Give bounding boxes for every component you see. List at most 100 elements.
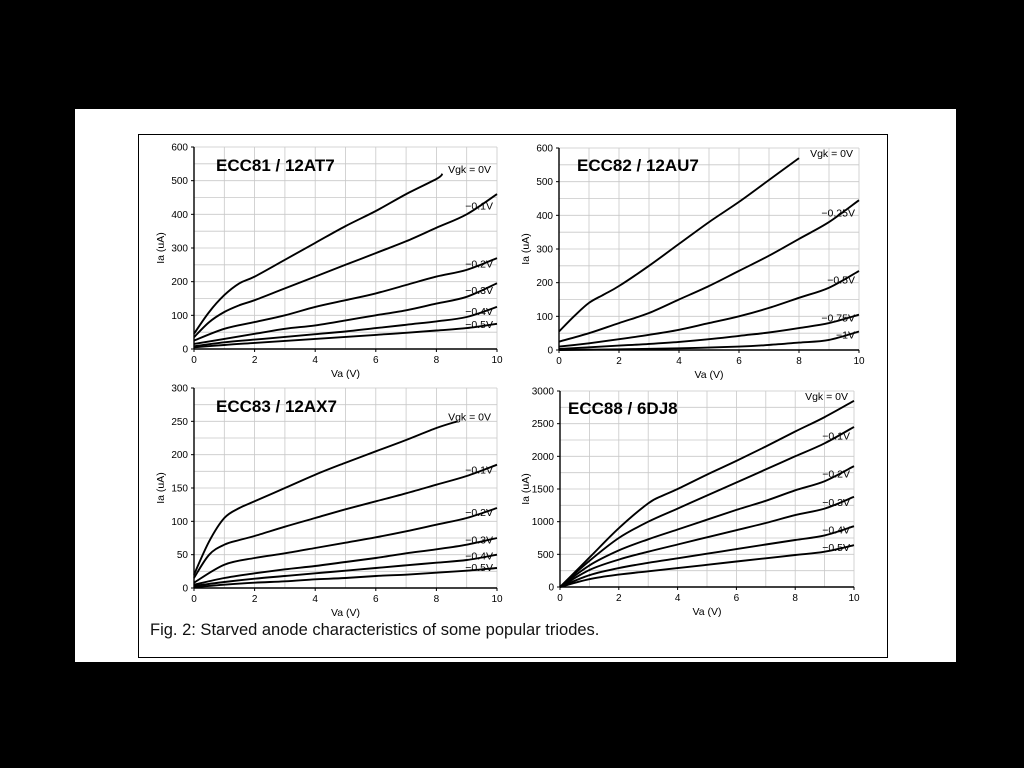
curve-0-3v <box>193 537 498 586</box>
curve-0-25v <box>558 199 860 343</box>
curve-0-5v <box>193 322 498 349</box>
curve-label: −0.5V <box>827 275 855 287</box>
y-tick-label: 200 <box>536 278 553 289</box>
x-tick-label: 4 <box>312 594 318 605</box>
x-tick-label: 10 <box>853 356 865 367</box>
y-axis-label: Ia (uA) <box>155 232 167 264</box>
y-tick-label: 500 <box>536 177 553 188</box>
y-tick-label: 3000 <box>532 387 555 398</box>
curve-label: Vgk = 0V <box>448 411 491 423</box>
curve-vgk-0v <box>193 173 444 335</box>
x-tick-label: 0 <box>556 356 562 367</box>
x-axis-label: Va (V) <box>693 606 722 618</box>
y-tick-label: 0 <box>182 584 188 595</box>
curve-label: −0.5V <box>465 319 493 331</box>
x-tick-label: 2 <box>616 356 622 367</box>
y-tick-label: 0 <box>182 345 188 356</box>
curve-label: −0.2V <box>822 469 850 481</box>
figure-caption: Fig. 2: Starved anode characteristics of… <box>150 621 600 639</box>
x-tick-label: 10 <box>848 593 860 604</box>
curve-0-4v <box>193 305 498 348</box>
y-tick-label: 50 <box>177 550 189 561</box>
curve-label: Vgk = 0V <box>810 148 853 160</box>
x-tick-label: 6 <box>373 594 379 605</box>
y-axis-label: Ia (uA) <box>520 473 532 505</box>
x-axis-label: Va (V) <box>695 369 724 381</box>
curve-0-5v <box>558 270 860 348</box>
y-tick-label: 500 <box>171 176 188 187</box>
x-axis-label: Va (V) <box>331 607 360 619</box>
curve-0-5v <box>193 567 498 589</box>
curve-0-2v <box>559 465 855 588</box>
y-tick-label: 250 <box>171 417 188 428</box>
curve-label: −0.75V <box>821 313 855 325</box>
curve-label: −0.2V <box>465 507 493 519</box>
x-tick-label: 4 <box>675 593 681 604</box>
y-tick-label: 1500 <box>532 485 555 496</box>
curve-vgk-0v <box>193 420 458 576</box>
y-tick-label: 200 <box>171 277 188 288</box>
x-tick-label: 8 <box>792 593 798 604</box>
x-tick-label: 4 <box>312 355 318 366</box>
curve-0-3v <box>559 495 855 588</box>
curve-label: Vgk = 0V <box>805 391 848 403</box>
chart-title: ECC81 / 12AT7 <box>216 156 335 175</box>
x-tick-label: 2 <box>616 593 622 604</box>
x-tick-label: 8 <box>434 355 440 366</box>
y-tick-label: 400 <box>536 211 553 222</box>
y-tick-label: 0 <box>548 583 554 594</box>
x-tick-label: 8 <box>796 356 802 367</box>
curve-label: −0.4V <box>465 550 493 562</box>
curve-0-2v <box>193 507 498 584</box>
curve-0-4v <box>559 525 855 588</box>
y-tick-label: 100 <box>171 311 188 322</box>
curve-label: −0.25V <box>821 208 855 220</box>
y-axis-label: Ia (uA) <box>155 472 167 504</box>
curve-label: −0.3V <box>465 285 493 297</box>
curve-0-1v <box>193 463 498 579</box>
x-tick-label: 8 <box>434 594 440 605</box>
curve-label: −1V <box>836 329 855 341</box>
x-tick-label: 6 <box>736 356 742 367</box>
curve-label: −0.1V <box>822 430 850 442</box>
x-tick-label: 0 <box>191 355 197 366</box>
y-tick-label: 400 <box>171 210 188 221</box>
y-tick-label: 2500 <box>532 419 555 430</box>
y-tick-label: 2000 <box>532 452 555 463</box>
curve-0-4v <box>193 553 498 587</box>
y-tick-label: 1000 <box>532 517 555 528</box>
curve-label: −0.1V <box>465 200 493 212</box>
x-axis-label: Va (V) <box>331 368 360 380</box>
curve-label: −0.4V <box>465 306 493 318</box>
curve-vgk-0v <box>558 157 800 333</box>
curve-1v <box>558 330 860 351</box>
y-tick-label: 0 <box>547 346 553 357</box>
curve-label: −0.4V <box>822 525 850 537</box>
curve-label: Vgk = 0V <box>448 164 491 176</box>
y-tick-label: 150 <box>171 484 188 495</box>
chart-title: ECC82 / 12AU7 <box>577 156 699 175</box>
y-axis-label: Ia (uA) <box>520 233 532 265</box>
chart-title: ECC83 / 12AX7 <box>216 397 337 416</box>
y-tick-label: 200 <box>171 450 188 461</box>
chart-title: ECC88 / 6DJ8 <box>568 399 678 418</box>
x-tick-label: 10 <box>491 594 503 605</box>
curve-vgk-0v <box>559 399 855 588</box>
curve-label: −0.3V <box>822 497 850 509</box>
x-tick-label: 6 <box>734 593 740 604</box>
y-tick-label: 100 <box>171 517 188 528</box>
curve-0-5v <box>559 544 855 588</box>
curve-label: −0.5V <box>465 562 493 574</box>
y-tick-label: 600 <box>536 144 553 155</box>
x-tick-label: 2 <box>252 355 258 366</box>
curve-0-2v <box>193 257 498 342</box>
curve-label: −0.2V <box>465 258 493 270</box>
y-tick-label: 500 <box>537 550 554 561</box>
curve-0-3v <box>193 282 498 345</box>
y-tick-label: 300 <box>171 384 188 395</box>
y-tick-label: 300 <box>171 244 188 255</box>
x-tick-label: 10 <box>491 355 503 366</box>
